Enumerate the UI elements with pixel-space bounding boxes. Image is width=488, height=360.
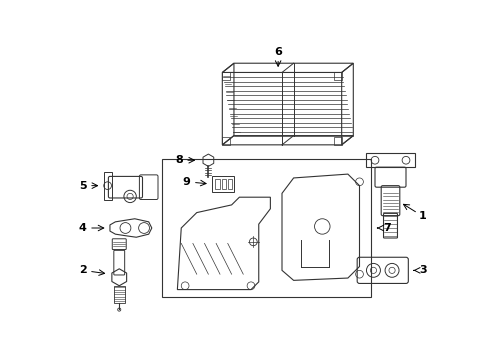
Text: 8: 8 — [175, 155, 183, 165]
Text: 3: 3 — [418, 265, 426, 275]
Bar — [114, 286, 124, 303]
Bar — [162, 159, 370, 297]
Bar — [333, 72, 341, 80]
Text: 4: 4 — [79, 223, 86, 233]
Bar — [222, 137, 230, 145]
Text: 1: 1 — [418, 211, 426, 221]
Bar — [227, 180, 232, 189]
Text: 7: 7 — [382, 223, 390, 233]
Bar — [212, 176, 233, 192]
Bar — [221, 180, 226, 189]
Bar — [333, 137, 341, 145]
Bar — [222, 72, 230, 80]
Text: 6: 6 — [274, 48, 282, 58]
Bar — [215, 180, 220, 189]
Text: 2: 2 — [79, 265, 86, 275]
Text: 5: 5 — [79, 181, 86, 191]
Bar — [365, 153, 414, 167]
Text: 9: 9 — [183, 177, 190, 187]
